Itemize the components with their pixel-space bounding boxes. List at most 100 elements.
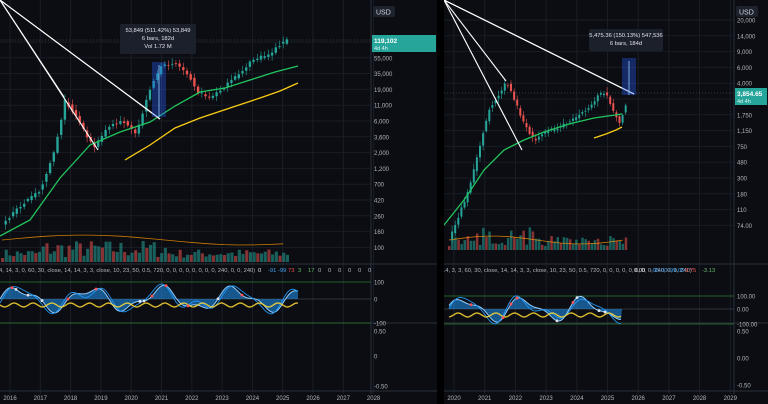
candle-body: [141, 113, 144, 126]
volume-bar: [141, 241, 145, 262]
time-axis-label: 2021: [478, 396, 492, 402]
moving-average-yellow: [593, 126, 623, 139]
volume-bar: [204, 256, 208, 262]
volume-bar: [584, 239, 587, 250]
volume-bar: [618, 241, 621, 250]
moving-average-green: [0, 65, 299, 237]
price-scale-label: 1,150: [737, 129, 753, 135]
oscillator-value: -99: [278, 268, 286, 274]
candle-body: [593, 101, 596, 105]
volume-bar: [241, 253, 245, 262]
candle-body: [475, 157, 478, 172]
oscillator-signal-dot: [94, 287, 98, 291]
oscillator-value: 73: [288, 268, 294, 274]
candle-body: [485, 120, 488, 132]
oscillator-value: 0: [318, 268, 321, 274]
candle-body: [171, 63, 174, 65]
volume-bar: [587, 240, 590, 250]
chart-pane-right[interactable]: USD20,00014,0009,0006,0004,0002,6001,750…: [444, 0, 768, 404]
candle-body: [130, 125, 133, 129]
volume-bar: [485, 236, 488, 250]
oscillator-signal-dot: [240, 293, 244, 297]
candle-body: [156, 73, 159, 80]
price-scale-label: 300: [737, 177, 748, 183]
candle-body: [185, 70, 189, 75]
volume-bar: [223, 255, 227, 262]
oscillator-value: 0: [338, 268, 341, 274]
candle-body: [230, 79, 233, 84]
volume-bar: [603, 245, 606, 250]
volume-bar: [211, 255, 215, 262]
candle-body: [41, 184, 44, 190]
candle-body: [596, 95, 599, 102]
volume-bar: [189, 254, 193, 262]
chart-pane-left[interactable]: USD120,00055,00035,00019,00011,0006,0003…: [0, 0, 437, 404]
chart-right[interactable]: USD20,00014,0009,0006,0004,0002,6001,750…: [444, 0, 768, 404]
oscillator-value: 3: [298, 268, 301, 274]
volume-bar: [49, 253, 53, 262]
volume-bar: [93, 245, 97, 262]
oscillator-scale-label: 100: [374, 281, 385, 287]
volume-bar: [565, 237, 569, 250]
candle-body: [516, 99, 519, 106]
volume-bar: [615, 240, 618, 250]
candle-body: [578, 114, 581, 119]
measure-tooltip-line2: 6 bars, 184d: [610, 41, 642, 47]
candle-body: [621, 115, 624, 123]
oscillator-line-main: [0, 284, 299, 314]
volume-bar: [479, 244, 482, 250]
price-scale-label: 1,750: [737, 113, 753, 119]
candle-body: [100, 135, 104, 142]
candle-body: [525, 122, 528, 128]
volume-bar: [56, 245, 60, 262]
volume-bar: [596, 238, 600, 250]
candle-body: [556, 128, 559, 131]
last-price-tag: [372, 35, 436, 52]
trend-line: [444, 0, 523, 151]
price-scale-label: 160: [374, 230, 385, 236]
price-scale-label: 180: [737, 192, 748, 198]
volume-bar: [78, 243, 82, 262]
volume-bar: [572, 244, 575, 250]
lower-scale-label: -0.50: [374, 385, 388, 391]
volume-ma-line: [448, 235, 623, 245]
candle-body: [263, 56, 266, 58]
volume-bar: [193, 252, 197, 262]
candle-body: [500, 90, 503, 94]
time-axis-label: 2022: [509, 396, 523, 402]
candle-body: [126, 121, 129, 126]
candle-body: [34, 193, 37, 198]
volume-bar: [609, 236, 612, 250]
oscillator-value: 0.00: [634, 268, 645, 274]
candle-body: [584, 110, 587, 112]
time-axis-label: 2023: [539, 396, 553, 402]
volume-bar: [149, 244, 153, 262]
lower-scale-label: 0.00: [737, 357, 749, 363]
volume-bar: [86, 248, 90, 262]
volume-ma-line: [1, 234, 284, 246]
chart-left[interactable]: USD120,00055,00035,00019,00011,0006,0003…: [0, 0, 437, 404]
time-axis-label: 2021: [155, 396, 169, 402]
volume-bar: [4, 249, 8, 262]
volume-bar: [500, 242, 504, 250]
candle-body: [581, 112, 584, 114]
price-scale-label: 19,000: [374, 88, 393, 94]
volume-bar: [89, 241, 93, 262]
oscillator-scale-label: 100.00: [737, 295, 756, 301]
pane-divider[interactable]: [437, 0, 444, 404]
measure-tooltip-line2: 6 bars, 182d: [142, 36, 174, 42]
oscillator-line-signal: [448, 295, 622, 325]
volume-bar: [63, 257, 67, 262]
volume-bar: [171, 254, 175, 262]
candle-body: [78, 115, 81, 123]
volume-bar: [182, 257, 186, 262]
currency-label: USD: [376, 10, 391, 17]
volume-bar: [497, 244, 501, 250]
oscillator-signal-dot: [555, 319, 559, 323]
oscillator-signal-dot: [501, 316, 505, 320]
candle-body: [285, 39, 289, 44]
oscillator-waves: [0, 283, 299, 315]
candle-body: [274, 47, 277, 53]
volume-bar: [263, 251, 267, 262]
candle-body: [537, 136, 540, 140]
